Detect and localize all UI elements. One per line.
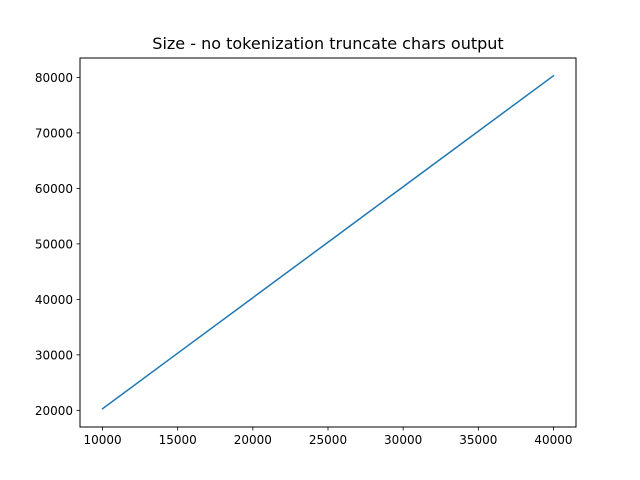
chart-title: Size - no tokenization truncate chars ou…	[152, 34, 503, 53]
series-line-1	[101, 74, 555, 410]
axes-frame	[79, 57, 577, 428]
x-tick-label: 30000	[384, 433, 422, 447]
y-tick-label: 70000	[35, 126, 73, 140]
y-tick-label: 50000	[35, 237, 73, 251]
x-tick-label: 25000	[309, 433, 347, 447]
x-axis: 10000 15000 20000 25000 30000 35000 40000	[83, 427, 573, 447]
x-tick-label: 10000	[83, 433, 121, 447]
x-tick-label: 15000	[159, 433, 197, 447]
y-tick-label: 30000	[35, 348, 73, 362]
y-tick-label: 40000	[35, 293, 73, 307]
y-axis: 20000 30000 40000 50000 60000 70000 80000	[35, 71, 80, 418]
x-tick-label: 35000	[459, 433, 497, 447]
y-tick-label: 20000	[35, 404, 73, 418]
plot-area	[101, 74, 555, 410]
x-tick-label: 40000	[534, 433, 572, 447]
x-tick-label: 20000	[234, 433, 272, 447]
y-tick-label: 80000	[35, 71, 73, 85]
y-tick-label: 60000	[35, 182, 73, 196]
